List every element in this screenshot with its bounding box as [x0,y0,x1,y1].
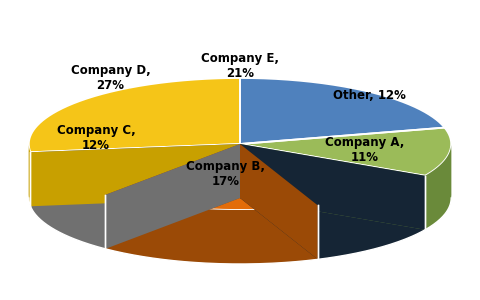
Polygon shape [30,144,240,206]
Polygon shape [240,144,318,260]
Polygon shape [106,144,318,210]
Text: Company B,
17%: Company B, 17% [186,160,265,188]
Polygon shape [30,152,106,249]
Polygon shape [425,144,451,230]
Polygon shape [106,195,318,264]
Text: Company C,
12%: Company C, 12% [57,124,135,152]
Polygon shape [240,78,444,144]
Text: Other, 12%: Other, 12% [333,89,406,103]
Text: Company A,
11%: Company A, 11% [325,136,405,164]
Polygon shape [240,144,425,230]
Polygon shape [106,144,240,249]
Polygon shape [30,144,240,206]
Polygon shape [240,128,451,176]
Polygon shape [29,78,240,198]
Polygon shape [240,78,444,182]
Polygon shape [30,144,240,195]
Polygon shape [240,128,444,198]
Polygon shape [29,144,30,206]
Polygon shape [240,144,425,230]
Polygon shape [444,128,451,198]
Polygon shape [240,144,318,260]
Polygon shape [29,78,240,152]
Text: Company D,
27%: Company D, 27% [71,64,150,92]
Polygon shape [106,144,240,249]
Polygon shape [240,144,425,206]
Polygon shape [240,128,444,198]
Polygon shape [318,176,425,260]
Text: Company E,
21%: Company E, 21% [201,52,279,80]
